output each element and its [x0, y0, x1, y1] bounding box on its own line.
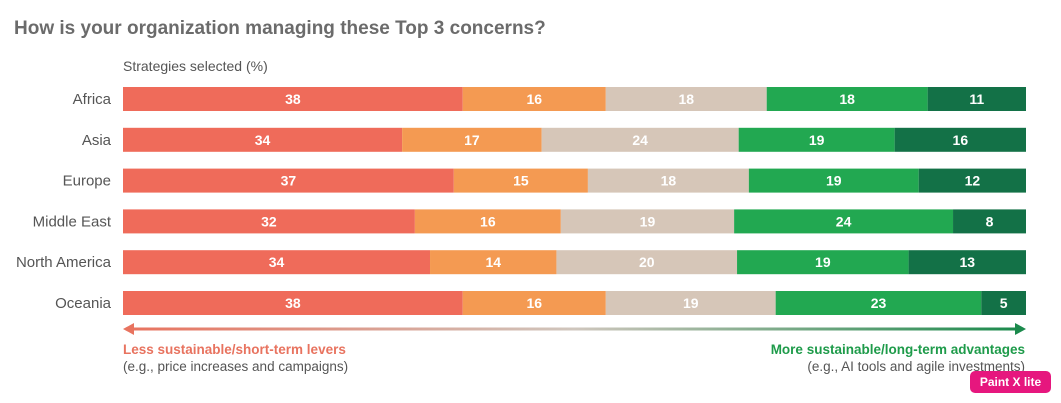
bar-value-label: 32 [261, 213, 277, 229]
bar-value-label: 18 [661, 173, 677, 189]
bar-value-label: 19 [683, 295, 699, 311]
bar-value-label: 18 [839, 91, 855, 107]
arrow-left-head [123, 323, 134, 335]
category-label: Oceania [55, 295, 112, 312]
right-legend-heading: More sustainable/long-term advantages [770, 342, 1025, 357]
left-legend: Less sustainable/short-term levers (e.g.… [123, 341, 348, 375]
bar-segment [123, 291, 463, 315]
bar-segment [981, 291, 1026, 315]
bar-value-label: 13 [960, 254, 976, 270]
bar-value-label: 34 [269, 254, 285, 270]
bar-value-label: 5 [1000, 295, 1008, 311]
bar-segment [918, 168, 1026, 193]
bar-segment [556, 250, 738, 275]
bar-value-label: 23 [871, 295, 887, 311]
bar-segment [123, 209, 415, 234]
bar-segment [462, 87, 606, 111]
bar-segment [766, 87, 928, 111]
bar-segment [541, 127, 739, 152]
bar-value-label: 12 [965, 173, 981, 189]
category-label: Middle East [33, 213, 112, 230]
right-legend-example: (e.g., AI tools and agile investments) [807, 359, 1025, 374]
bar-value-label: 20 [639, 254, 655, 270]
bar-segment [734, 209, 954, 234]
bar-value-label: 14 [485, 254, 501, 270]
bar-segment [123, 168, 454, 193]
category-label: Africa [73, 91, 112, 108]
bar-value-label: 38 [285, 91, 301, 107]
bar-segment [737, 250, 909, 275]
bar-value-label: 19 [809, 132, 825, 148]
bar-segment [775, 291, 982, 315]
right-legend: More sustainable/long-term advantages (e… [771, 341, 1025, 375]
bar-value-label: 38 [285, 295, 301, 311]
bar-value-label: 16 [953, 132, 969, 148]
bar-segment [123, 127, 403, 152]
bar-segment [894, 127, 1026, 152]
bar-segment [402, 127, 542, 152]
bar-value-label: 19 [815, 254, 831, 270]
bar-value-label: 24 [836, 213, 852, 229]
bar-segment [414, 209, 561, 234]
bar-segment [748, 168, 919, 193]
left-legend-example: (e.g., price increases and campaigns) [123, 359, 349, 374]
category-label: North America [16, 254, 112, 271]
bar-value-label: 19 [826, 173, 842, 189]
bar-segment [605, 291, 776, 315]
stacked-bar-chart: Africa 38 16 18 18 11 Asia 34 17 24 19 16 Europe 37 15… [16, 87, 1026, 335]
bar-value-label: 19 [640, 213, 656, 229]
direction-arrow-line [131, 327, 1018, 331]
chart-title: How is your organization managing these … [14, 18, 546, 39]
bar-value-label: 11 [969, 91, 984, 107]
category-label: Europe [63, 173, 111, 190]
bar-segment [462, 291, 606, 315]
bar-segment [430, 250, 557, 275]
bar-value-label: 34 [255, 132, 271, 148]
watermark-badge: Paint X lite [970, 371, 1051, 393]
bar-segment [453, 168, 588, 193]
bar-value-label: 18 [678, 91, 694, 107]
bar-value-label: 8 [986, 213, 994, 229]
bar-segment [927, 87, 1026, 111]
arrow-right-head [1015, 323, 1026, 335]
bar-value-label: 16 [526, 91, 542, 107]
bar-segment [587, 168, 749, 193]
bar-value-label: 15 [513, 173, 529, 189]
bar-segment [908, 250, 1026, 275]
bar-segment [953, 209, 1026, 234]
bar-segment [605, 87, 767, 111]
bar-segment [738, 127, 895, 152]
bar-value-label: 16 [480, 213, 496, 229]
bar-segment [560, 209, 735, 234]
bar-segment [123, 250, 431, 275]
bar-segment [123, 87, 463, 111]
left-legend-heading: Less sustainable/short-term levers [123, 342, 346, 357]
bar-value-label: 24 [632, 132, 648, 148]
bar-value-label: 16 [526, 295, 542, 311]
bar-value-label: 17 [464, 132, 480, 148]
bar-value-label: 37 [281, 173, 297, 189]
chart-subtitle: Strategies selected (%) [123, 58, 268, 74]
category-label: Asia [82, 132, 112, 149]
